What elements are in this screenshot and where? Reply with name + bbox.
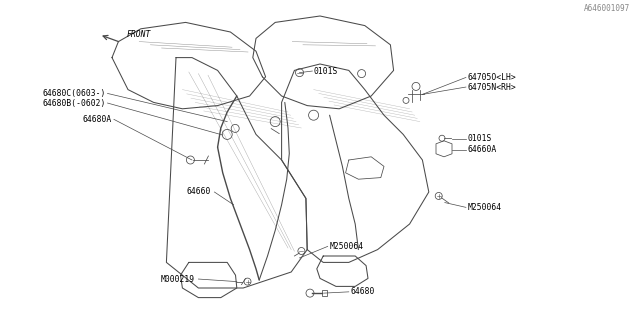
Text: 64680B(-0602): 64680B(-0602) xyxy=(42,99,106,108)
Text: 64680A: 64680A xyxy=(83,115,112,124)
Text: 64680C(0603-): 64680C(0603-) xyxy=(42,89,106,98)
Text: A646001097: A646001097 xyxy=(584,4,630,13)
Text: 64660: 64660 xyxy=(187,188,211,196)
Text: M000219: M000219 xyxy=(161,275,195,284)
Text: 0101S: 0101S xyxy=(467,134,492,143)
Text: FRONT: FRONT xyxy=(127,30,151,39)
Text: 64660A: 64660A xyxy=(467,145,497,154)
Text: M250064: M250064 xyxy=(467,203,501,212)
Text: 0101S: 0101S xyxy=(314,67,338,76)
Text: 64705O<LH>: 64705O<LH> xyxy=(467,73,516,82)
Text: 64680: 64680 xyxy=(351,287,375,296)
Text: M250064: M250064 xyxy=(330,242,364,251)
Text: 64705N<RH>: 64705N<RH> xyxy=(467,83,516,92)
Bar xyxy=(322,290,327,296)
